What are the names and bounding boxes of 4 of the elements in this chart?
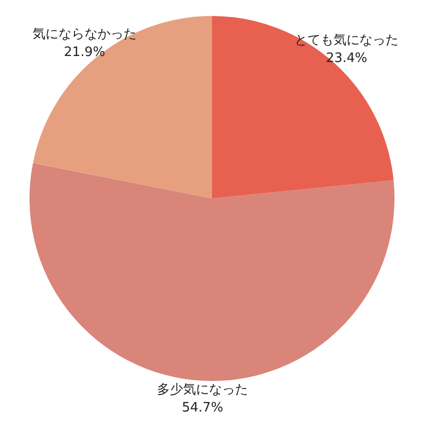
data-label: 23.4% — [326, 50, 368, 66]
data-label: 54.7% — [182, 400, 224, 416]
slice-label: 多少気になった — [157, 382, 248, 398]
data-label: 21.9% — [64, 44, 106, 60]
